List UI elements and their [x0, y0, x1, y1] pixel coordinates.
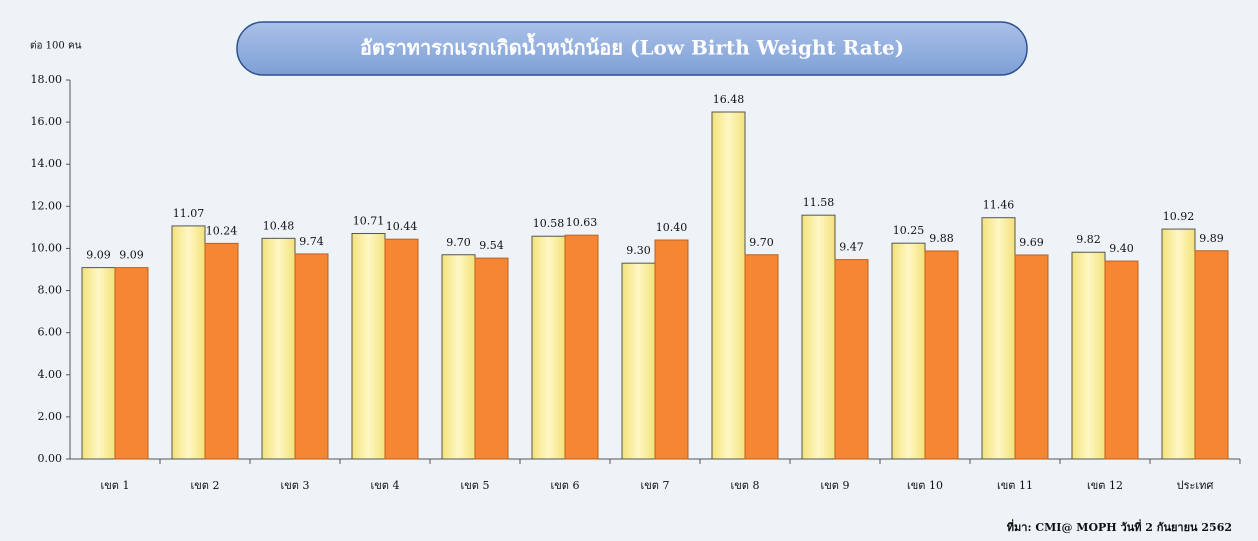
x-tick-label: เขต 6 — [551, 479, 580, 492]
x-tick-label: เขต 3 — [281, 479, 310, 492]
x-tick-label: เขต 8 — [731, 479, 760, 492]
y-tick-label: 18.00 — [31, 73, 63, 86]
bar — [924, 250, 959, 460]
value-label: 10.92 — [1163, 210, 1195, 223]
x-tick-label: เขต 1 — [101, 479, 130, 492]
y-tick-label: 2.00 — [38, 410, 63, 423]
bar — [1104, 260, 1139, 460]
value-label: 9.09 — [86, 249, 111, 262]
value-label: 9.40 — [1109, 242, 1134, 255]
x-tick-label: เขต 5 — [461, 479, 490, 492]
y-tick-label: 8.00 — [38, 284, 63, 297]
x-tick-label: เขต 7 — [641, 479, 670, 492]
value-label: 9.74 — [299, 235, 324, 248]
x-tick-label: เขต 12 — [1087, 479, 1123, 492]
bar — [114, 267, 149, 460]
y-axis-label: ต่อ 100 คน — [30, 41, 82, 52]
bar — [711, 111, 746, 460]
value-label: 9.70 — [446, 236, 471, 249]
bar — [1161, 228, 1196, 460]
x-tick-label: เขต 10 — [907, 479, 943, 492]
bar — [441, 254, 476, 460]
y-tick-label: 14.00 — [31, 157, 63, 170]
bar — [171, 225, 206, 460]
value-label: 9.88 — [929, 232, 954, 245]
value-label: 10.48 — [263, 219, 295, 232]
y-tick-label: 12.00 — [31, 199, 63, 212]
value-label: 10.58 — [533, 217, 565, 230]
value-label: 10.24 — [206, 224, 238, 237]
y-tick-label: 10.00 — [31, 241, 63, 254]
x-tick-label: เขต 11 — [997, 479, 1033, 492]
bar — [81, 267, 116, 460]
title-box — [236, 21, 1028, 76]
y-tick-label: 6.00 — [38, 326, 63, 339]
value-label: 10.25 — [893, 224, 925, 237]
bar — [621, 262, 656, 460]
value-label: 11.58 — [803, 196, 835, 209]
x-tick-label: เขต 9 — [821, 479, 850, 492]
bar — [1194, 250, 1229, 460]
bar — [801, 214, 836, 460]
value-label: 9.69 — [1019, 236, 1044, 249]
value-label: 16.48 — [713, 93, 745, 106]
value-label: 10.40 — [656, 221, 688, 234]
bar — [531, 235, 566, 460]
x-tick-label: เขต 2 — [191, 479, 220, 492]
bar — [1014, 254, 1049, 460]
bar — [744, 254, 779, 460]
value-label: 9.47 — [839, 241, 864, 254]
value-label: 9.30 — [626, 244, 651, 257]
y-tick-label: 0.00 — [38, 452, 63, 465]
bar — [1071, 251, 1106, 460]
value-label: 9.82 — [1076, 233, 1101, 246]
value-label: 10.44 — [386, 220, 418, 233]
value-label: 10.71 — [353, 214, 385, 227]
bar — [834, 259, 869, 460]
x-tick-label: ประเทศ — [1177, 479, 1214, 492]
bar — [891, 242, 926, 460]
bar — [654, 239, 689, 460]
x-tick-label: เขต 4 — [371, 479, 400, 492]
bar — [261, 237, 296, 460]
value-label: 10.63 — [566, 216, 598, 229]
source-note: ที่มา: CMI@ MOPH วันที่ 2 กันยายน 2562 — [1007, 519, 1232, 534]
value-label: 9.89 — [1199, 232, 1224, 245]
chart-title: อัตราทารกแรกเกิดน้ำหนักน้อย (Low Birth W… — [360, 33, 904, 60]
value-label: 9.09 — [119, 249, 144, 262]
value-label: 11.46 — [983, 199, 1015, 212]
value-label: 9.54 — [479, 239, 504, 252]
bar — [294, 253, 329, 460]
value-label: 11.07 — [173, 207, 205, 220]
value-label: 9.70 — [749, 236, 774, 249]
bar — [564, 234, 599, 460]
y-tick-label: 4.00 — [38, 368, 63, 381]
bar — [351, 232, 386, 460]
bar — [981, 217, 1016, 460]
y-tick-label: 16.00 — [31, 115, 63, 128]
bar — [204, 242, 239, 460]
bar — [384, 238, 419, 460]
bar — [474, 257, 509, 460]
